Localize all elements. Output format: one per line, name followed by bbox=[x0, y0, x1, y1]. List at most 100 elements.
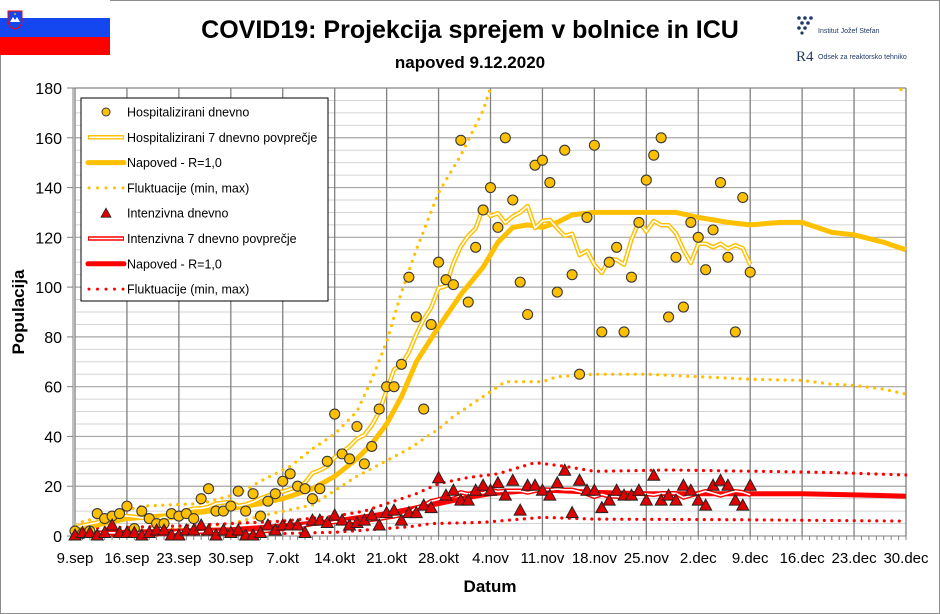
hospital-daily-point bbox=[692, 231, 704, 243]
icu-daily-point bbox=[313, 513, 327, 526]
icu-daily-point bbox=[491, 475, 505, 489]
hospital-daily-point bbox=[254, 510, 267, 522]
legend-label: Napoved - R=1,0 bbox=[127, 257, 222, 271]
icu-daily-point bbox=[713, 473, 728, 486]
x-tick-label: 2.dec bbox=[680, 550, 717, 567]
x-tick-label: 14.okt bbox=[314, 550, 356, 567]
hospital-daily-point bbox=[655, 132, 667, 144]
icu-daily-point bbox=[431, 470, 446, 484]
x-tick-label: 25.nov bbox=[624, 550, 670, 567]
hospital-daily-point bbox=[573, 368, 586, 380]
icu-daily-point bbox=[483, 483, 498, 496]
hospital-daily-point bbox=[240, 505, 252, 517]
legend-symbol-icu-daily bbox=[100, 207, 112, 218]
hospital-daily-point bbox=[262, 495, 274, 507]
icu-daily-point bbox=[446, 483, 461, 496]
chart-title: COVID19: Projekcija sprejem v bolnice in… bbox=[201, 16, 739, 44]
hospital-daily-point bbox=[477, 204, 489, 216]
legend-label: Fluktuacije (min, max) bbox=[127, 181, 249, 195]
icu-daily-point bbox=[646, 468, 661, 481]
hospital-daily-point bbox=[677, 301, 689, 313]
x-tick-label: 9.sep bbox=[57, 550, 94, 567]
icu-daily-point bbox=[216, 522, 231, 536]
hospital-daily-point bbox=[433, 256, 445, 268]
x-tick-label: 16.dec bbox=[780, 550, 826, 567]
hospital-daily-point bbox=[366, 440, 378, 452]
icu-daily-point bbox=[632, 483, 646, 496]
hospital-daily-point bbox=[462, 296, 474, 308]
hospital-daily-point bbox=[670, 251, 682, 263]
r4-logo-text: Odsek za reaktorsko tehniko bbox=[818, 54, 907, 61]
hospital-daily-point bbox=[351, 420, 363, 433]
y-tick-label: 20 bbox=[44, 479, 62, 496]
r4-logo: R4 Odsek za reaktorsko tehniko bbox=[796, 49, 907, 65]
icu-daily-point bbox=[253, 525, 268, 539]
icu-daily-point bbox=[669, 493, 683, 506]
hospital-daily-point bbox=[700, 264, 712, 276]
icu-daily-point bbox=[498, 488, 513, 501]
y-tick-label: 160 bbox=[35, 131, 62, 148]
icu-daily-point bbox=[743, 478, 758, 491]
hospital-daily-point bbox=[729, 326, 741, 338]
hospital-daily-point bbox=[507, 194, 519, 206]
hospital-daily-point bbox=[306, 493, 318, 505]
hospital-daily-point bbox=[663, 311, 675, 323]
chart-subtitle: napoved 9.12.2020 bbox=[395, 53, 545, 72]
x-tick-label: 23.dec bbox=[832, 550, 878, 567]
icu-daily-point bbox=[201, 522, 216, 536]
y-tick-label: 180 bbox=[35, 81, 62, 98]
hospital-daily-point bbox=[225, 500, 237, 512]
hospital-daily-point bbox=[551, 286, 563, 298]
hospital-daily-point bbox=[203, 483, 215, 495]
icu-daily-point bbox=[335, 513, 349, 526]
hospital-fluctuation-max-line bbox=[75, 88, 907, 526]
hospital-daily-point bbox=[536, 154, 548, 166]
hospital-daily-point bbox=[188, 513, 200, 525]
icu-daily-point bbox=[298, 525, 312, 539]
hospital-daily-point bbox=[492, 221, 504, 233]
icu-daily-point bbox=[461, 493, 476, 506]
x-tick-label: 16.sep bbox=[104, 550, 149, 567]
icu-daily-point bbox=[565, 505, 579, 519]
icu-daily-point bbox=[691, 493, 706, 506]
icu-daily-point bbox=[394, 513, 409, 526]
x-tick-label: 30.dec bbox=[883, 550, 929, 567]
icu-daily-point bbox=[364, 508, 379, 521]
icu-daily-point bbox=[505, 473, 520, 486]
hospital-daily-point bbox=[314, 483, 326, 495]
legend-label: Fluktuacije (min, max) bbox=[127, 283, 249, 297]
hospital-daily-point bbox=[640, 174, 652, 186]
hospital-daily-point bbox=[484, 182, 497, 194]
hospital-daily-point bbox=[247, 488, 259, 500]
hospital-daily-point bbox=[566, 269, 578, 281]
hospital-daily-point bbox=[522, 308, 534, 321]
icu-daily-point bbox=[572, 473, 587, 486]
hospital-daily-point bbox=[277, 475, 289, 487]
icu-daily-point bbox=[594, 500, 609, 514]
hospital-daily-point bbox=[395, 358, 408, 370]
hospital-daily-point bbox=[343, 453, 356, 465]
legend-label: Hospitalizirani dnevno bbox=[127, 106, 249, 120]
icu-daily-point bbox=[327, 508, 342, 521]
hospital-daily-point bbox=[425, 318, 437, 330]
x-tick-label: 11.nov bbox=[520, 550, 564, 567]
icu-daily-point bbox=[721, 478, 735, 491]
y-axis-label: Populacija bbox=[9, 269, 28, 355]
hospital-daily-point bbox=[618, 326, 630, 338]
legend-label: Intenzivna dnevno bbox=[127, 207, 229, 221]
hospital-daily-point bbox=[499, 132, 511, 144]
hospital-daily-point bbox=[648, 149, 660, 161]
axes: 9.sep 16.sep 23.sep 30.sep 7.okt 14.okt 21.okt… bbox=[35, 81, 929, 567]
icu-daily-point bbox=[320, 515, 335, 529]
hospital-daily-point bbox=[625, 271, 638, 283]
x-tick-label: 23.sep bbox=[156, 550, 201, 567]
hospital-daily-point bbox=[113, 508, 126, 520]
legend-label: Hospitalizirani 7 dnevno povprečje bbox=[127, 131, 317, 145]
legend-label: Intenzivna 7 dnevno povprečje bbox=[127, 232, 297, 246]
legend-label: Napoved - R=1,0 bbox=[127, 156, 222, 170]
slovenia-flag-icon bbox=[0, 0, 110, 55]
icu-daily-point bbox=[557, 463, 572, 476]
hospital-daily-point bbox=[388, 381, 400, 393]
x-tick-label: 21.okt bbox=[366, 550, 408, 567]
icu-daily-point bbox=[424, 500, 438, 514]
